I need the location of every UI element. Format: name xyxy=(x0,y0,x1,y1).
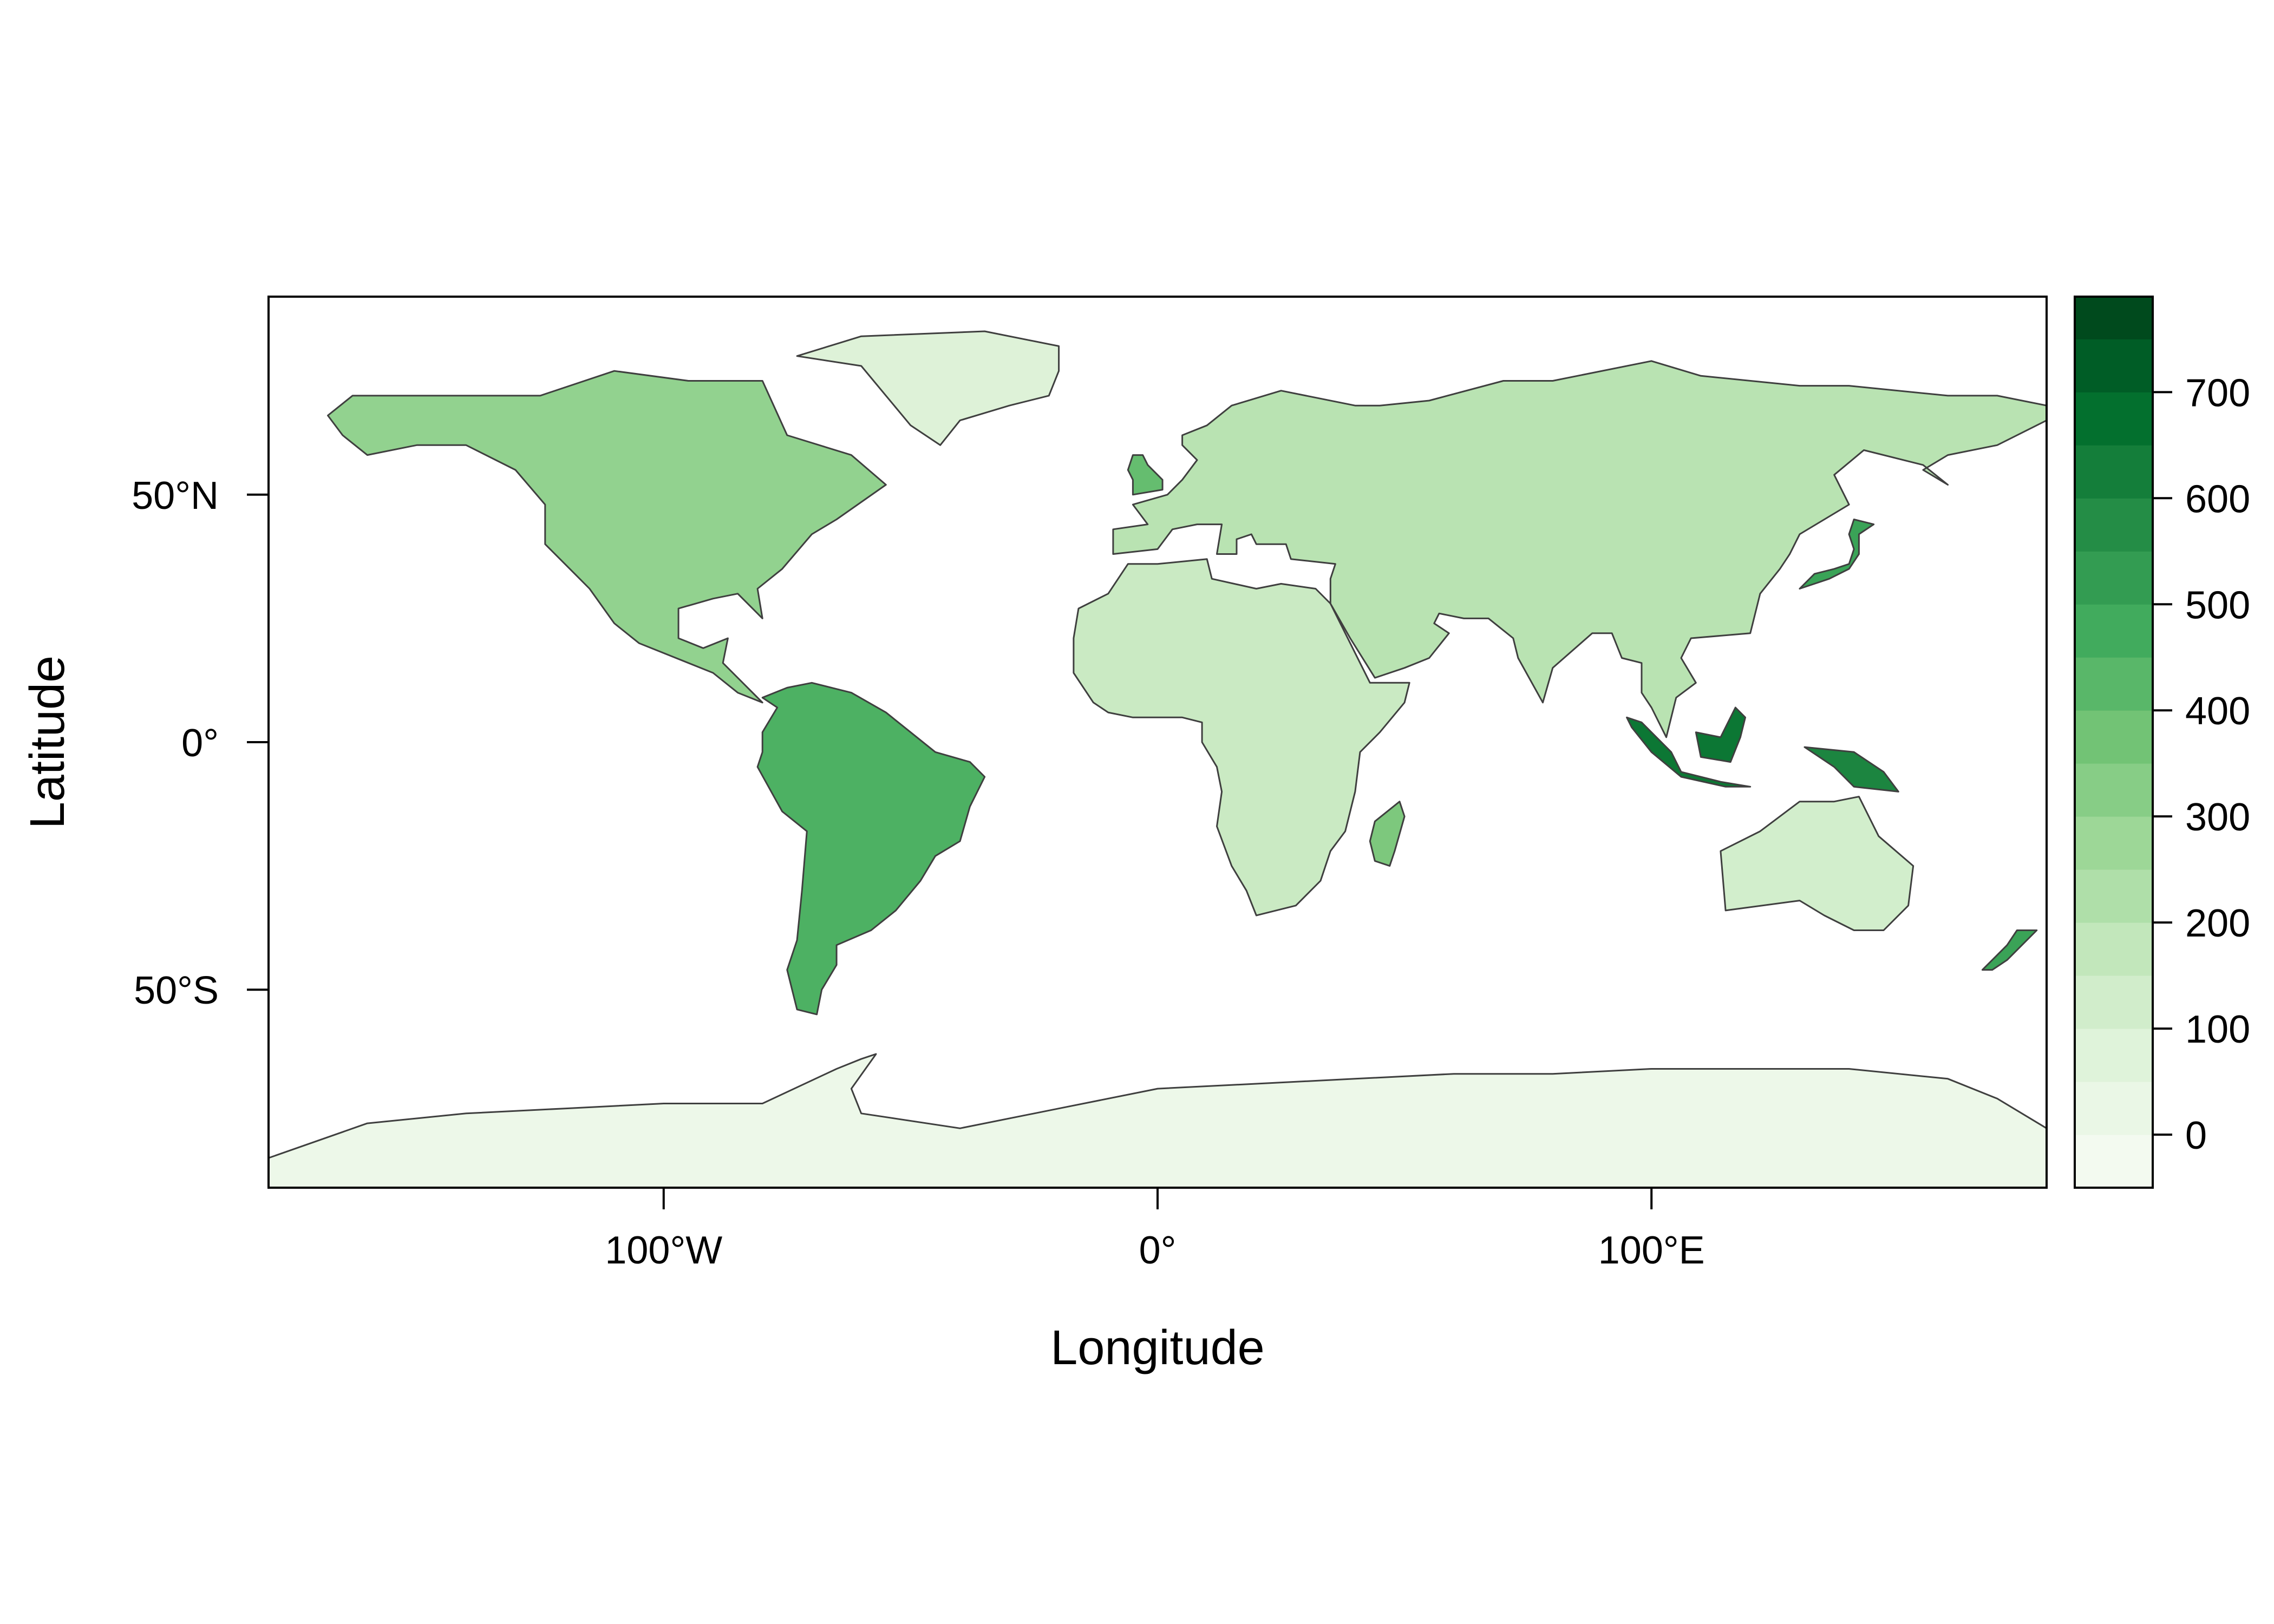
colorbar-bin xyxy=(2075,1029,2153,1082)
x-axis: 100°W 0° 100°E xyxy=(605,1188,1705,1272)
y-axis-label: Latitude xyxy=(21,656,75,829)
region-south-america xyxy=(756,682,986,1016)
region-great-britain xyxy=(1127,454,1164,496)
region-madagascar xyxy=(1369,801,1406,867)
region-eurasia xyxy=(1112,360,2047,738)
colorbar-ticks: 0 100 200 300 400 500 600 700 xyxy=(2153,371,2250,1157)
x-tick-label: 100°E xyxy=(1598,1229,1705,1272)
colorbar-bin xyxy=(2075,604,2153,658)
region-australia xyxy=(1720,796,1914,931)
x-axis-label: Longitude xyxy=(1050,1321,1264,1375)
y-tick-label: 50°N xyxy=(132,474,219,518)
region-borneo xyxy=(1695,706,1746,763)
colorbar-bin xyxy=(2075,763,2153,817)
colorbar-bin xyxy=(2075,1082,2153,1135)
colorbar-bin xyxy=(2075,445,2153,499)
land-regions xyxy=(269,330,2047,1188)
colorbar-bin xyxy=(2075,710,2153,764)
region-greenland xyxy=(796,330,1060,446)
colorbar-tick-label: 400 xyxy=(2185,690,2250,733)
colorbar-tick-label: 200 xyxy=(2185,902,2250,945)
y-tick-label: 0° xyxy=(181,722,219,765)
colorbar-legend: 0 100 200 300 400 500 600 700 xyxy=(2074,296,2250,1189)
region-japan xyxy=(1799,519,1875,590)
colorbar-bin xyxy=(2075,551,2153,605)
colorbar-bin xyxy=(2075,392,2153,446)
map-panel xyxy=(267,296,2048,1189)
colorbar-bin xyxy=(2075,1135,2153,1188)
y-axis: 50°N 0° 50°S xyxy=(132,474,269,1012)
colorbar-tick-label: 600 xyxy=(2185,477,2250,521)
region-new-zealand xyxy=(1981,929,2038,971)
colorbar-bin xyxy=(2075,975,2153,1029)
region-africa xyxy=(1073,558,1410,916)
region-antarctica xyxy=(269,1053,2047,1188)
colorbar-tick-label: 100 xyxy=(2185,1008,2250,1051)
colorbar-bin xyxy=(2075,657,2153,711)
colorbar-bin xyxy=(2075,869,2153,923)
colorbar-bins xyxy=(2075,297,2153,1188)
colorbar-tick-label: 0 xyxy=(2185,1114,2207,1157)
region-indonesia xyxy=(1626,716,1752,788)
x-tick-label: 0° xyxy=(1139,1229,1177,1272)
colorbar-bin xyxy=(2075,498,2153,552)
colorbar-bin xyxy=(2075,297,2153,339)
colorbar-bin xyxy=(2075,922,2153,976)
colorbar-tick-label: 300 xyxy=(2185,796,2250,839)
x-tick-label: 100°W xyxy=(605,1229,722,1272)
region-north-america xyxy=(327,370,887,704)
colorbar-tick-label: 500 xyxy=(2185,584,2250,627)
region-new-guinea xyxy=(1803,746,1899,793)
y-tick-label: 50°S xyxy=(134,969,219,1012)
colorbar-bin xyxy=(2075,339,2153,392)
colorbar-frame xyxy=(2074,296,2154,1189)
colorbar-tick-label: 700 xyxy=(2185,371,2250,415)
colorbar-bin xyxy=(2075,816,2153,870)
